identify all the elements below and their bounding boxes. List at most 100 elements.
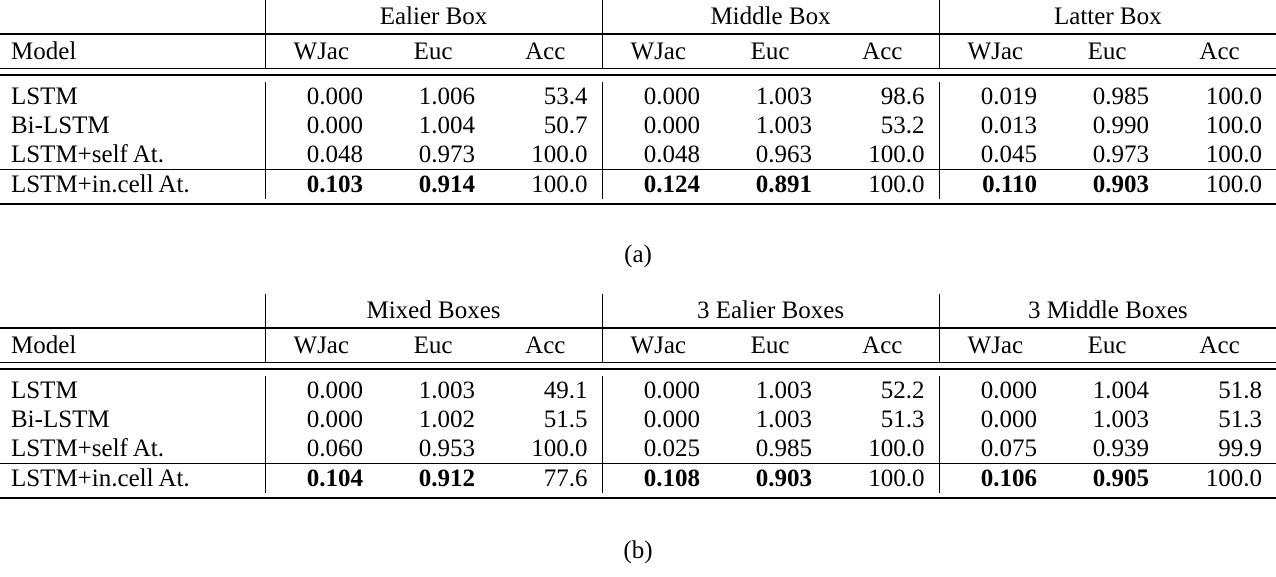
cell-value: 51.3 [880, 405, 925, 433]
cell-value: 98.6 [880, 82, 925, 110]
table-row: LSTM 0.000 1.003 49.1 0.000 1.003 52.2 0.000 1.0… [0, 375, 1276, 405]
cell-value: 0.000 [938, 375, 1052, 405]
cell-value: 51.5 [543, 405, 588, 433]
horizontal-rule [0, 203, 1276, 205]
cell-value: 0.985 [755, 434, 813, 462]
cell-value: 0.025 [601, 433, 715, 463]
cell-value: 0.985 [1092, 82, 1150, 110]
group-header-1: Mixed Boxes [264, 294, 603, 327]
horizontal-rule [0, 67, 1276, 70]
cell-value: 0.124 [601, 170, 714, 200]
cell-value: 1.003 [755, 111, 812, 139]
cell-value: 0.000 [264, 404, 377, 434]
cell-value: 0.000 [601, 404, 715, 434]
horizontal-rule [0, 368, 1276, 370]
column-header-euc-2: Euc [750, 331, 790, 359]
table-rule [0, 361, 1276, 364]
column-header-euc-1: Euc [413, 331, 453, 359]
cell-value: 100.0 [1205, 82, 1263, 110]
cell-value: 100.0 [1205, 140, 1263, 168]
cell-value: 100.0 [868, 171, 925, 199]
cell-value: 0.108 [601, 464, 715, 494]
cell-value: 0.000 [264, 110, 377, 140]
results-table-a: Ealier Box Middle Box Latter Box Model WJac E… [0, 0, 1276, 205]
column-header-wjac-3: WJac [938, 34, 1052, 68]
column-header-model: Model [11, 331, 77, 359]
cell-value: 0.045 [938, 139, 1052, 169]
cell-value: 0.891 [755, 171, 812, 199]
cell-value: 1.003 [755, 82, 812, 110]
cell-value: 1.003 [1092, 405, 1150, 433]
cell-value: 0.106 [938, 464, 1052, 494]
cell-value: 1.003 [755, 405, 813, 433]
horizontal-rule [0, 497, 1276, 499]
cell-value: 0.013 [938, 110, 1052, 140]
column-header-wjac-1: WJac [264, 34, 377, 68]
table-rule [0, 327, 1276, 329]
cell-value: 1.002 [418, 405, 475, 433]
column-header-wjac-2: WJac [601, 34, 714, 68]
cell-value: 100.0 [531, 171, 588, 199]
cell-value: 0.990 [1092, 111, 1150, 139]
column-header-acc-1: Acc [525, 331, 566, 359]
column-header-wjac-3: WJac [938, 328, 1052, 362]
cell-model: Bi-LSTM [11, 405, 110, 433]
cell-value: 52.2 [880, 376, 925, 404]
group-header-spacer [0, 294, 265, 327]
group-header-1: Ealier Box [264, 0, 602, 33]
table-row: LSTM+in.cell At. 0.103 0.914 100.0 0.124 0.89… [0, 170, 1276, 200]
table-rule [0, 368, 1276, 370]
group-header-row: Ealier Box Middle Box Latter Box [0, 0, 1276, 33]
results-table-b: Mixed Boxes 3 Ealier Boxes 3 Middle Boxes M… [0, 294, 1276, 499]
table-rule [0, 67, 1276, 70]
cell-value: 0.103 [264, 170, 377, 200]
cell-value: 49.1 [543, 376, 588, 404]
table-rule [0, 462, 1276, 465]
cell-value: 1.004 [418, 111, 475, 139]
table-row: Bi-LSTM 0.000 1.002 51.5 0.000 1.003 51.3 0.000… [0, 404, 1276, 434]
cell-value: 0.939 [1092, 434, 1150, 462]
cell-value: 0.048 [601, 139, 714, 169]
cell-value: 0.019 [938, 81, 1052, 111]
cell-value: 0.000 [264, 375, 377, 405]
cell-model: LSTM+in.cell At. [11, 171, 190, 199]
cell-value: 0.000 [601, 110, 714, 140]
cell-model: Bi-LSTM [11, 111, 110, 139]
table-row: LSTM+self At. 0.048 0.973 100.0 0.048 0.963 10… [0, 139, 1276, 169]
column-header-wjac-1: WJac [264, 328, 377, 362]
cell-value: 100.0 [868, 140, 925, 168]
group-header-2: Middle Box [601, 0, 940, 33]
column-header-euc-1: Euc [413, 37, 453, 65]
cell-value: 51.8 [1218, 376, 1263, 404]
cell-value: 0.104 [264, 464, 377, 494]
table-rule [0, 203, 1276, 205]
cell-value: 0.000 [938, 404, 1052, 434]
table-rule [0, 74, 1276, 76]
cell-value: 0.973 [418, 140, 475, 168]
column-header-row: Model WJac Euc Acc WJac Euc Acc WJac Euc Acc [0, 34, 1276, 68]
group-header-3: 3 Middle Boxes [938, 294, 1276, 327]
table-row: LSTM+self At. 0.060 0.953 100.0 0.025 0.985 10… [0, 433, 1276, 463]
horizontal-rule [0, 33, 1276, 35]
cell-value: 0.953 [418, 434, 475, 462]
column-header-euc-3: Euc [1087, 331, 1127, 359]
column-header-euc-3: Euc [1087, 37, 1127, 65]
cell-value: 0.963 [755, 140, 812, 168]
cell-model: LSTM [11, 376, 78, 404]
cell-value: 0.903 [1092, 171, 1150, 199]
table-rule [0, 168, 1276, 171]
cell-value: 100.0 [1205, 171, 1263, 199]
column-header-acc-2: Acc [862, 37, 903, 65]
horizontal-rule [0, 361, 1276, 364]
cell-model: LSTM+self At. [11, 434, 164, 462]
group-header-row: Mixed Boxes 3 Ealier Boxes 3 Middle Boxes [0, 294, 1276, 327]
horizontal-rule [0, 74, 1276, 76]
figure-caption-b: (b) [623, 537, 653, 564]
cell-value: 50.7 [543, 111, 588, 139]
cell-value: 0.110 [938, 170, 1052, 200]
group-header-spacer [0, 0, 265, 33]
table-row: LSTM+in.cell At. 0.104 0.912 77.6 0.108 0.903… [0, 464, 1276, 494]
column-header-euc-2: Euc [750, 37, 790, 65]
cell-value: 51.3 [1218, 405, 1263, 433]
